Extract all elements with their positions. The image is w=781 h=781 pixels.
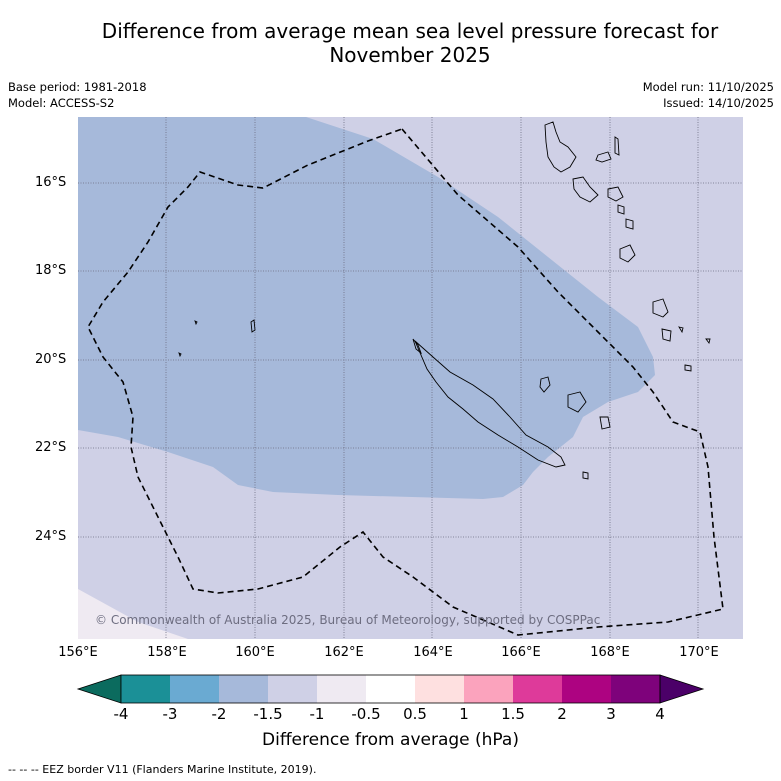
meta-left: Base period: 1981-2018 Model: ACCESS-S2	[8, 79, 147, 111]
title-line-2: November 2025	[329, 43, 491, 67]
field-neg1-to-neg0-5	[78, 589, 188, 639]
malakula-island	[572, 176, 599, 203]
colorbar-tick-label: 4	[655, 705, 665, 723]
lon-label-166e: 166°E	[501, 645, 541, 660]
colorbar-tick-label: 1.5	[501, 705, 525, 723]
tanna-island	[661, 328, 672, 342]
field-neg2-to-neg1-5	[78, 117, 655, 499]
colorbar-tick-label: -2	[211, 705, 227, 723]
lon-label-162e: 162°E	[324, 645, 364, 660]
colorbar-under-arrow	[76, 674, 122, 704]
colorbar-segment	[562, 675, 611, 703]
colorbar-tick-label: -1.5	[253, 705, 283, 723]
colorbar-tick-label: -3	[162, 705, 178, 723]
mare-island	[599, 416, 611, 430]
model-name: Model: ACCESS-S2	[8, 96, 115, 110]
lon-label-158e: 158°E	[147, 645, 187, 660]
lon-label-156e: 156°E	[58, 645, 98, 660]
erromango-island	[652, 298, 669, 318]
colorbar	[76, 674, 705, 704]
colorbar-tick-label: -0.5	[351, 705, 381, 723]
eez-legend-note: -- -- -- EEZ border V11 (Flanders Marine…	[8, 763, 317, 776]
chesterfield-islands	[250, 319, 256, 333]
epi-island	[617, 204, 625, 215]
map-area: © Commonwealth of Australia 2025, Bureau…	[78, 117, 743, 639]
colorbar-tick-label: 1	[459, 705, 469, 723]
colorbar-tick-label: -1	[309, 705, 325, 723]
colorbar-title: Difference from average (hPa)	[262, 730, 519, 750]
colorbar-tick-label: 0.5	[403, 705, 427, 723]
colorbar-over-arrow	[659, 674, 705, 704]
aneityum-island	[684, 364, 692, 372]
espiritu-santo-island	[544, 121, 577, 173]
colorbar-segment	[513, 675, 562, 703]
lon-label-170e: 170°E	[679, 645, 719, 660]
lifou-island	[567, 391, 587, 413]
efate-island	[619, 244, 636, 263]
map-svg	[78, 117, 743, 639]
colorbar-frame	[120, 674, 661, 704]
colorbar-tick-label: 2	[557, 705, 567, 723]
lat-label-20s: 20°S	[35, 352, 67, 367]
colorbar-segment	[219, 675, 268, 703]
pentecost-island	[614, 136, 620, 156]
model-run: Model run: 11/10/2025	[642, 80, 774, 94]
colorbar-segment	[317, 675, 366, 703]
colorbar-tick-label: -4	[113, 705, 129, 723]
colorbar-tick-label: 3	[606, 705, 616, 723]
issued-date: Issued: 14/10/2025	[663, 96, 774, 110]
colorbar-segment	[366, 675, 415, 703]
colorbar-segment	[170, 675, 219, 703]
lat-label-16s: 16°S	[35, 175, 67, 190]
colorbar-segment	[268, 675, 317, 703]
new-caledonia-main-island	[414, 340, 566, 468]
meta-right: Model run: 11/10/2025 Issued: 14/10/2025	[643, 79, 774, 111]
lon-label-168e: 168°E	[590, 645, 630, 660]
lon-label-160e: 160°E	[235, 645, 275, 660]
colorbar-segment	[415, 675, 464, 703]
shepherd-islands	[625, 218, 634, 230]
base-period: Base period: 1981-2018	[8, 80, 147, 94]
chart-title: Difference from average mean sea level p…	[40, 19, 780, 67]
title-line-1: Difference from average mean sea level p…	[101, 19, 719, 43]
colorbar-segment	[611, 675, 660, 703]
copyright-text: © Commonwealth of Australia 2025, Bureau…	[95, 613, 601, 627]
lat-label-24s: 24°S	[35, 529, 67, 544]
eez-border	[87, 128, 724, 636]
ambrym-island	[607, 186, 624, 202]
ouvea-island	[539, 376, 551, 393]
isle-of-pines	[582, 471, 589, 480]
colorbar-segment	[464, 675, 513, 703]
islands	[178, 121, 711, 480]
gridlines	[78, 117, 743, 639]
futuna-island-vanuatu	[678, 326, 684, 334]
maewo-island	[595, 151, 612, 163]
belep-islands	[412, 338, 422, 355]
lat-label-18s: 18°S	[35, 263, 67, 278]
lon-label-164e: 164°E	[413, 645, 453, 660]
colorbar-segment	[121, 675, 170, 703]
lat-label-22s: 22°S	[35, 440, 67, 455]
